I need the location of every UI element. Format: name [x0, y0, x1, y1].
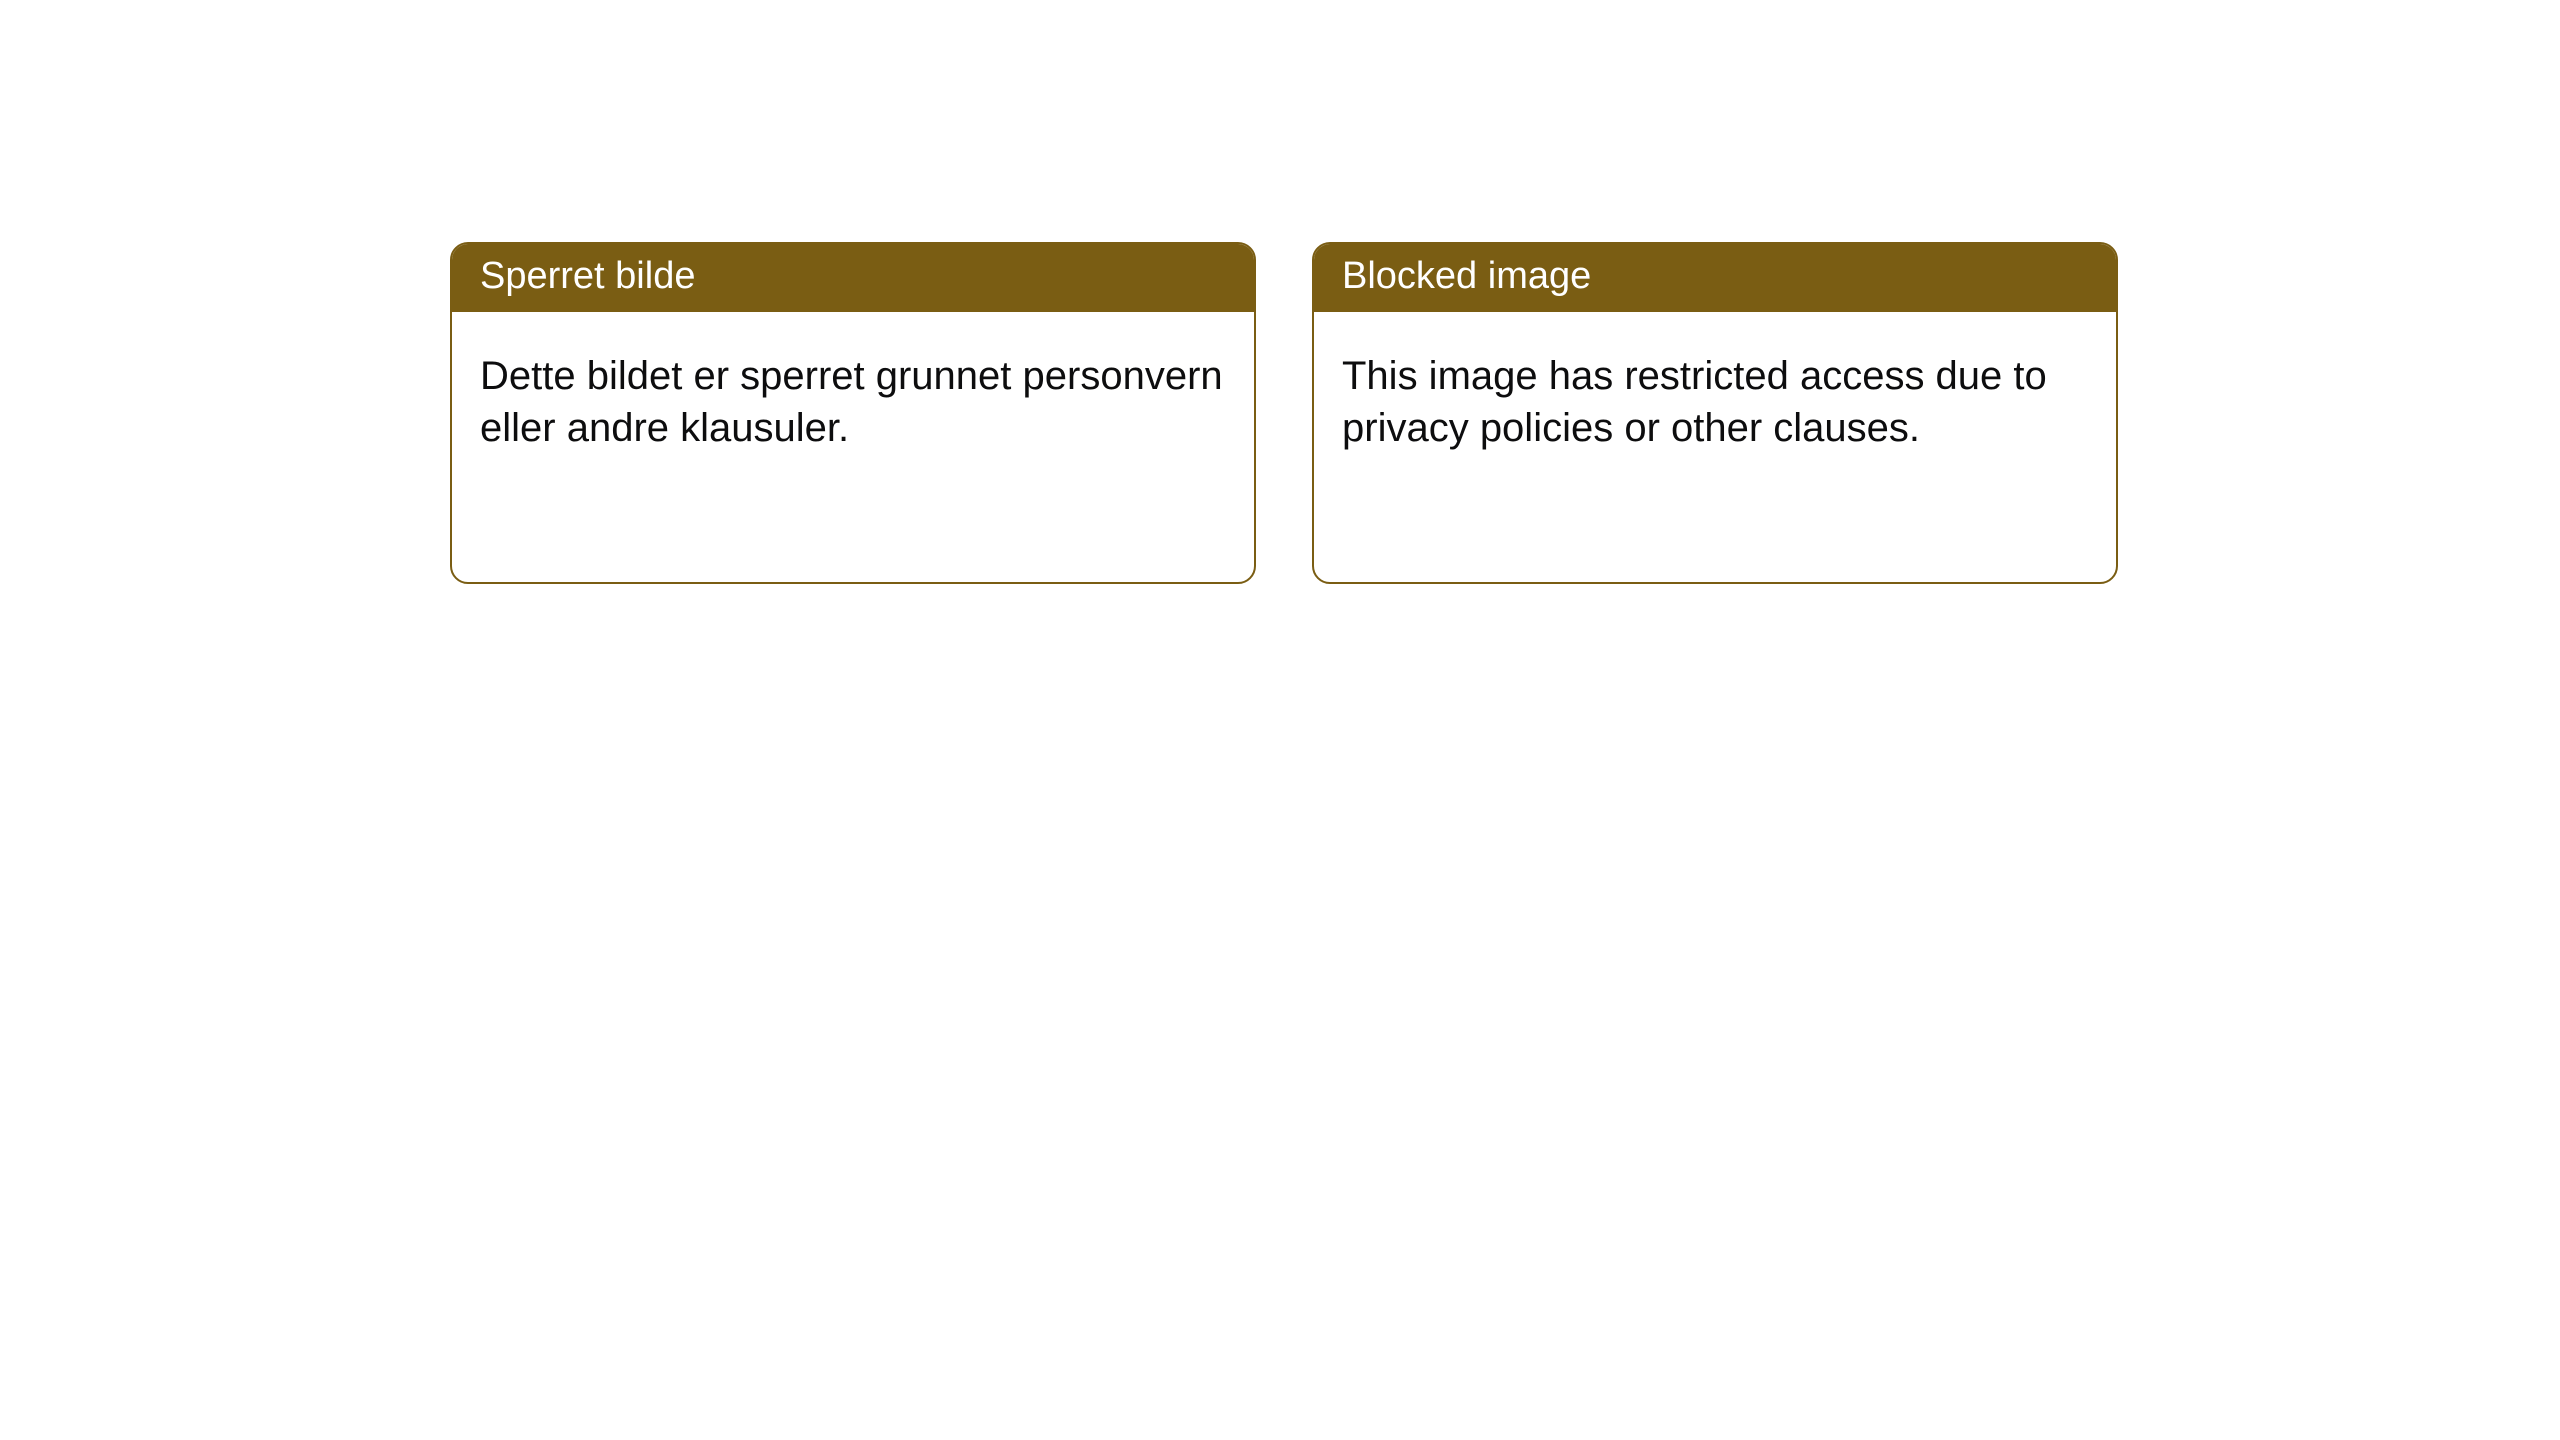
- notice-container: Sperret bilde Dette bildet er sperret gr…: [0, 0, 2560, 584]
- notice-body-english: This image has restricted access due to …: [1314, 312, 2116, 582]
- notice-message-norwegian: Dette bildet er sperret grunnet personve…: [480, 354, 1223, 451]
- notice-box-norwegian: Sperret bilde Dette bildet er sperret gr…: [450, 242, 1256, 584]
- notice-header-norwegian: Sperret bilde: [452, 244, 1254, 312]
- notice-title-english: Blocked image: [1342, 255, 1591, 297]
- notice-body-norwegian: Dette bildet er sperret grunnet personve…: [452, 312, 1254, 582]
- notice-header-english: Blocked image: [1314, 244, 2116, 312]
- notice-title-norwegian: Sperret bilde: [480, 255, 695, 297]
- notice-box-english: Blocked image This image has restricted …: [1312, 242, 2118, 584]
- notice-message-english: This image has restricted access due to …: [1342, 354, 2047, 451]
